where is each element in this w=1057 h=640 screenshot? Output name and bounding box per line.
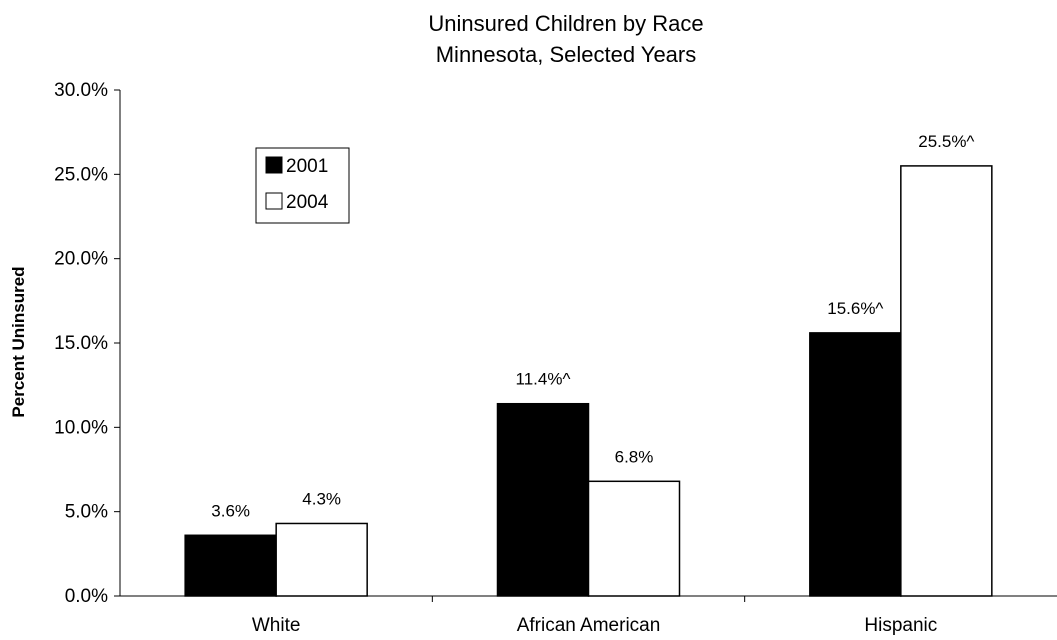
data-label-2004-2: 25.5%^ [918,132,974,151]
legend-label-2004: 2004 [286,192,329,213]
legend-swatch-2001 [265,156,283,174]
bar-2004-1 [587,480,681,597]
bars [184,165,993,597]
legend: 2001 2004 [255,147,350,224]
y-axis-label: Percent Uninsured [9,266,28,417]
legend-swatch-2004 [265,192,283,210]
x-axis-ticks: White African American Hispanic [252,596,937,636]
legend-label-2001: 2001 [286,156,328,177]
y-axis-ticks: 0.0% 5.0% 10.0% 15.0% 20.0% 25.0% 30.0% [54,80,120,607]
data-label-2004-1: 6.8% [615,447,654,466]
bar-data-labels: 3.6% 4.3% 11.4%^ 6.8% 15.6%^ 25.5%^ [211,132,974,520]
data-label-2004-0: 4.3% [302,489,341,508]
chart-subtitle: Minnesota, Selected Years [436,42,697,67]
y-tick-label: 10.0% [54,417,108,438]
y-tick-label: 15.0% [54,333,108,354]
bar-2004-0 [275,522,368,597]
data-label-2001-2: 15.6%^ [827,299,883,318]
y-tick-label: 0.0% [65,586,108,607]
bar-2004-2 [900,165,993,597]
bar-2001-2 [809,332,902,597]
bar-2001-0 [184,534,277,597]
x-tick-label: White [252,615,301,636]
x-tick-label: Hispanic [864,615,937,636]
chart-title: Uninsured Children by Race [428,11,703,36]
y-tick-label: 20.0% [54,249,108,270]
data-label-2001-1: 11.4%^ [516,370,571,389]
y-tick-label: 30.0% [54,80,108,101]
bar-2001-1 [496,402,590,597]
data-label-2001-0: 3.6% [211,501,250,520]
x-tick-label: African American [517,615,661,636]
y-tick-label: 5.0% [65,502,108,523]
y-tick-label: 25.0% [54,164,108,185]
